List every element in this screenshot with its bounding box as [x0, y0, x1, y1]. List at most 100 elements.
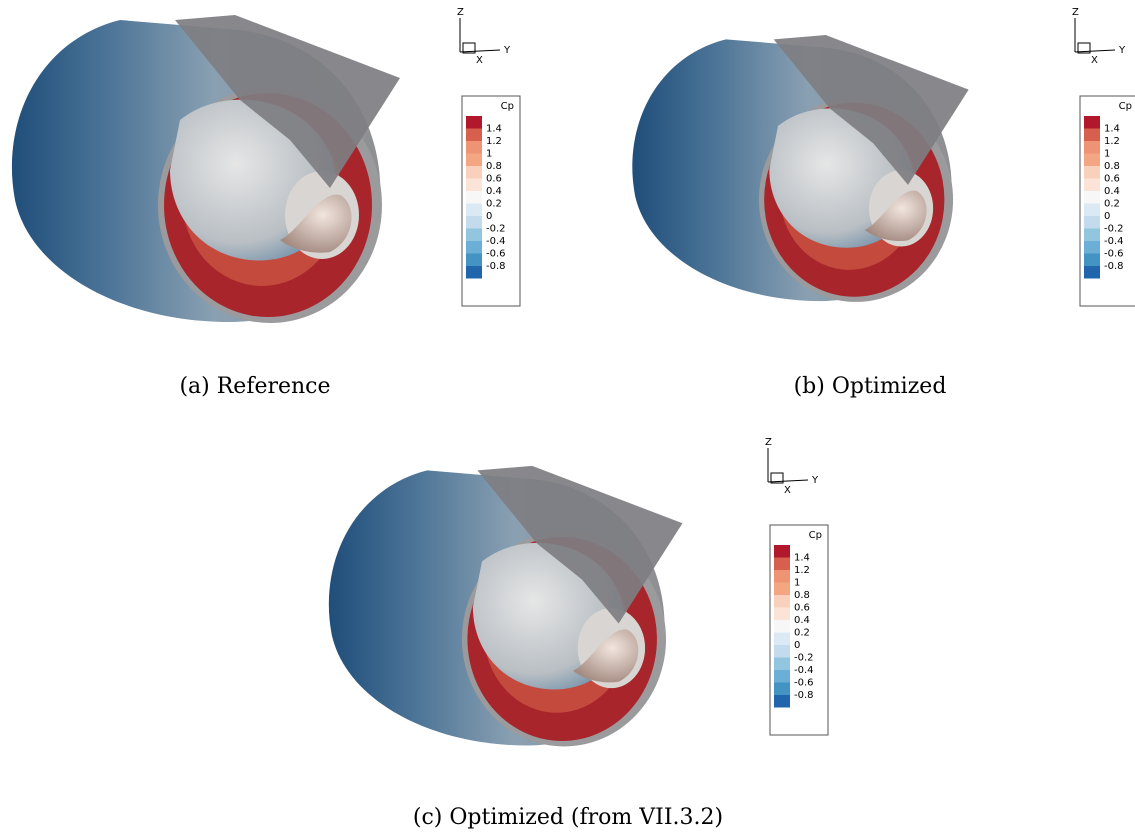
legend-label: 0.2 [1104, 199, 1120, 210]
legend-label: 1.2 [1104, 136, 1120, 147]
legend-swatch [774, 670, 790, 683]
panel: Z Y X Cp 1.41.2 10.8 0.60.4 0.20 -0.2-0.4 -0.6-0.… [11, 7, 521, 399]
legend-label: 1.4 [794, 553, 810, 564]
legend-swatch [774, 545, 790, 558]
legend-swatch [466, 241, 482, 254]
legend-swatch [1084, 191, 1100, 204]
render [328, 465, 683, 747]
legend-swatch [466, 178, 482, 191]
legend-label: -0.6 [794, 678, 814, 689]
legend-label: 1.4 [1104, 124, 1120, 135]
legend-swatch [1084, 178, 1100, 191]
legend-swatch [1084, 141, 1100, 154]
legend-label: 0 [486, 211, 492, 222]
legend-label: 1 [486, 149, 492, 160]
axis-label: Z [457, 7, 464, 18]
axis-label: X [784, 485, 791, 496]
render [632, 35, 969, 302]
legend-swatch [774, 695, 790, 708]
legend-swatch [1084, 203, 1100, 216]
legend-swatch [774, 607, 790, 620]
axis-label: Z [1072, 7, 1079, 18]
legend-title: Cp [1119, 101, 1132, 112]
render [11, 15, 401, 323]
legend-swatch [1084, 216, 1100, 229]
legend-swatch [774, 645, 790, 658]
legend-label: 0 [794, 640, 800, 651]
legend-swatch [774, 557, 790, 570]
axis-box [770, 472, 784, 484]
axis-label: Y [811, 475, 819, 486]
legend-label: 0.2 [486, 199, 502, 210]
legend-swatch [466, 228, 482, 241]
axis-label: X [476, 55, 483, 66]
legend-label: -0.2 [794, 653, 814, 664]
legend-label: -0.8 [1104, 261, 1124, 272]
legend-swatch [466, 166, 482, 179]
legend-label: 0.4 [794, 615, 810, 626]
axis-box [1077, 42, 1091, 54]
legend-swatch [774, 582, 790, 595]
legend-label: -0.6 [1104, 249, 1124, 260]
legend-title: Cp [809, 530, 822, 541]
legend-label: 0.8 [486, 161, 502, 172]
caption: (a) Reference [179, 374, 330, 399]
legend-label: 1 [1104, 149, 1110, 160]
legend-swatch [1084, 266, 1100, 279]
legend-label: -0.6 [486, 249, 506, 260]
axis-y [459, 49, 501, 53]
legend-swatch [1084, 228, 1100, 241]
legend-swatch [466, 216, 482, 229]
legend-label: -0.4 [794, 665, 814, 676]
legend-label: -0.8 [486, 261, 506, 272]
axis-label: Y [503, 45, 511, 56]
legend-swatch [466, 128, 482, 141]
legend-swatch [1084, 166, 1100, 179]
caption: (b) Optimized [794, 374, 947, 399]
legend-label: 0.8 [1104, 161, 1120, 172]
legend-label: -0.2 [486, 224, 506, 235]
axis-label: Z [765, 437, 772, 448]
legend-label: 1.2 [486, 136, 502, 147]
legend-swatch [466, 203, 482, 216]
legend-swatch [774, 620, 790, 633]
legend-label: 0.2 [794, 628, 810, 639]
legend-label: 1 [794, 578, 800, 589]
legend-label: 0.6 [486, 174, 502, 185]
legend-label: 0.6 [794, 603, 810, 614]
legend-label: 0.8 [794, 590, 810, 601]
legend-label: 0 [1104, 211, 1110, 222]
legend-swatch [466, 253, 482, 266]
legend-swatch [774, 570, 790, 583]
legend-swatch [466, 191, 482, 204]
legend-swatch [774, 657, 790, 670]
axis-box [462, 42, 476, 54]
legend-label: 0.4 [1104, 186, 1120, 197]
legend-swatch [1084, 116, 1100, 129]
legend-label: -0.4 [486, 236, 506, 247]
legend-swatch [466, 266, 482, 279]
axis-y [767, 479, 809, 483]
legend-label: 1.2 [794, 565, 810, 576]
panel: Z Y X Cp 1.41.2 10.8 0.60.4 0.20 -0.2-0.4 -0.6-0.… [328, 437, 829, 830]
legend-label: 1.4 [486, 124, 502, 135]
legend-swatch [466, 116, 482, 129]
legend-swatch [1084, 253, 1100, 266]
legend-swatch [466, 141, 482, 154]
legend-swatch [466, 153, 482, 166]
legend-label: 0.6 [1104, 174, 1120, 185]
legend-swatch [774, 682, 790, 695]
legend-swatch [1084, 241, 1100, 254]
legend-label: 0.4 [486, 186, 502, 197]
axis-label: Y [1118, 45, 1126, 56]
axis-y [1074, 49, 1116, 53]
axis-label: X [1091, 55, 1098, 66]
legend-swatch [774, 632, 790, 645]
legend-label: -0.4 [1104, 236, 1124, 247]
legend-title: Cp [501, 101, 514, 112]
panel: Z Y X Cp 1.41.2 10.8 0.60.4 0.20 -0.2-0.4 -0.6-0.… [632, 7, 1135, 399]
legend-label: -0.2 [1104, 224, 1124, 235]
legend-swatch [1084, 128, 1100, 141]
